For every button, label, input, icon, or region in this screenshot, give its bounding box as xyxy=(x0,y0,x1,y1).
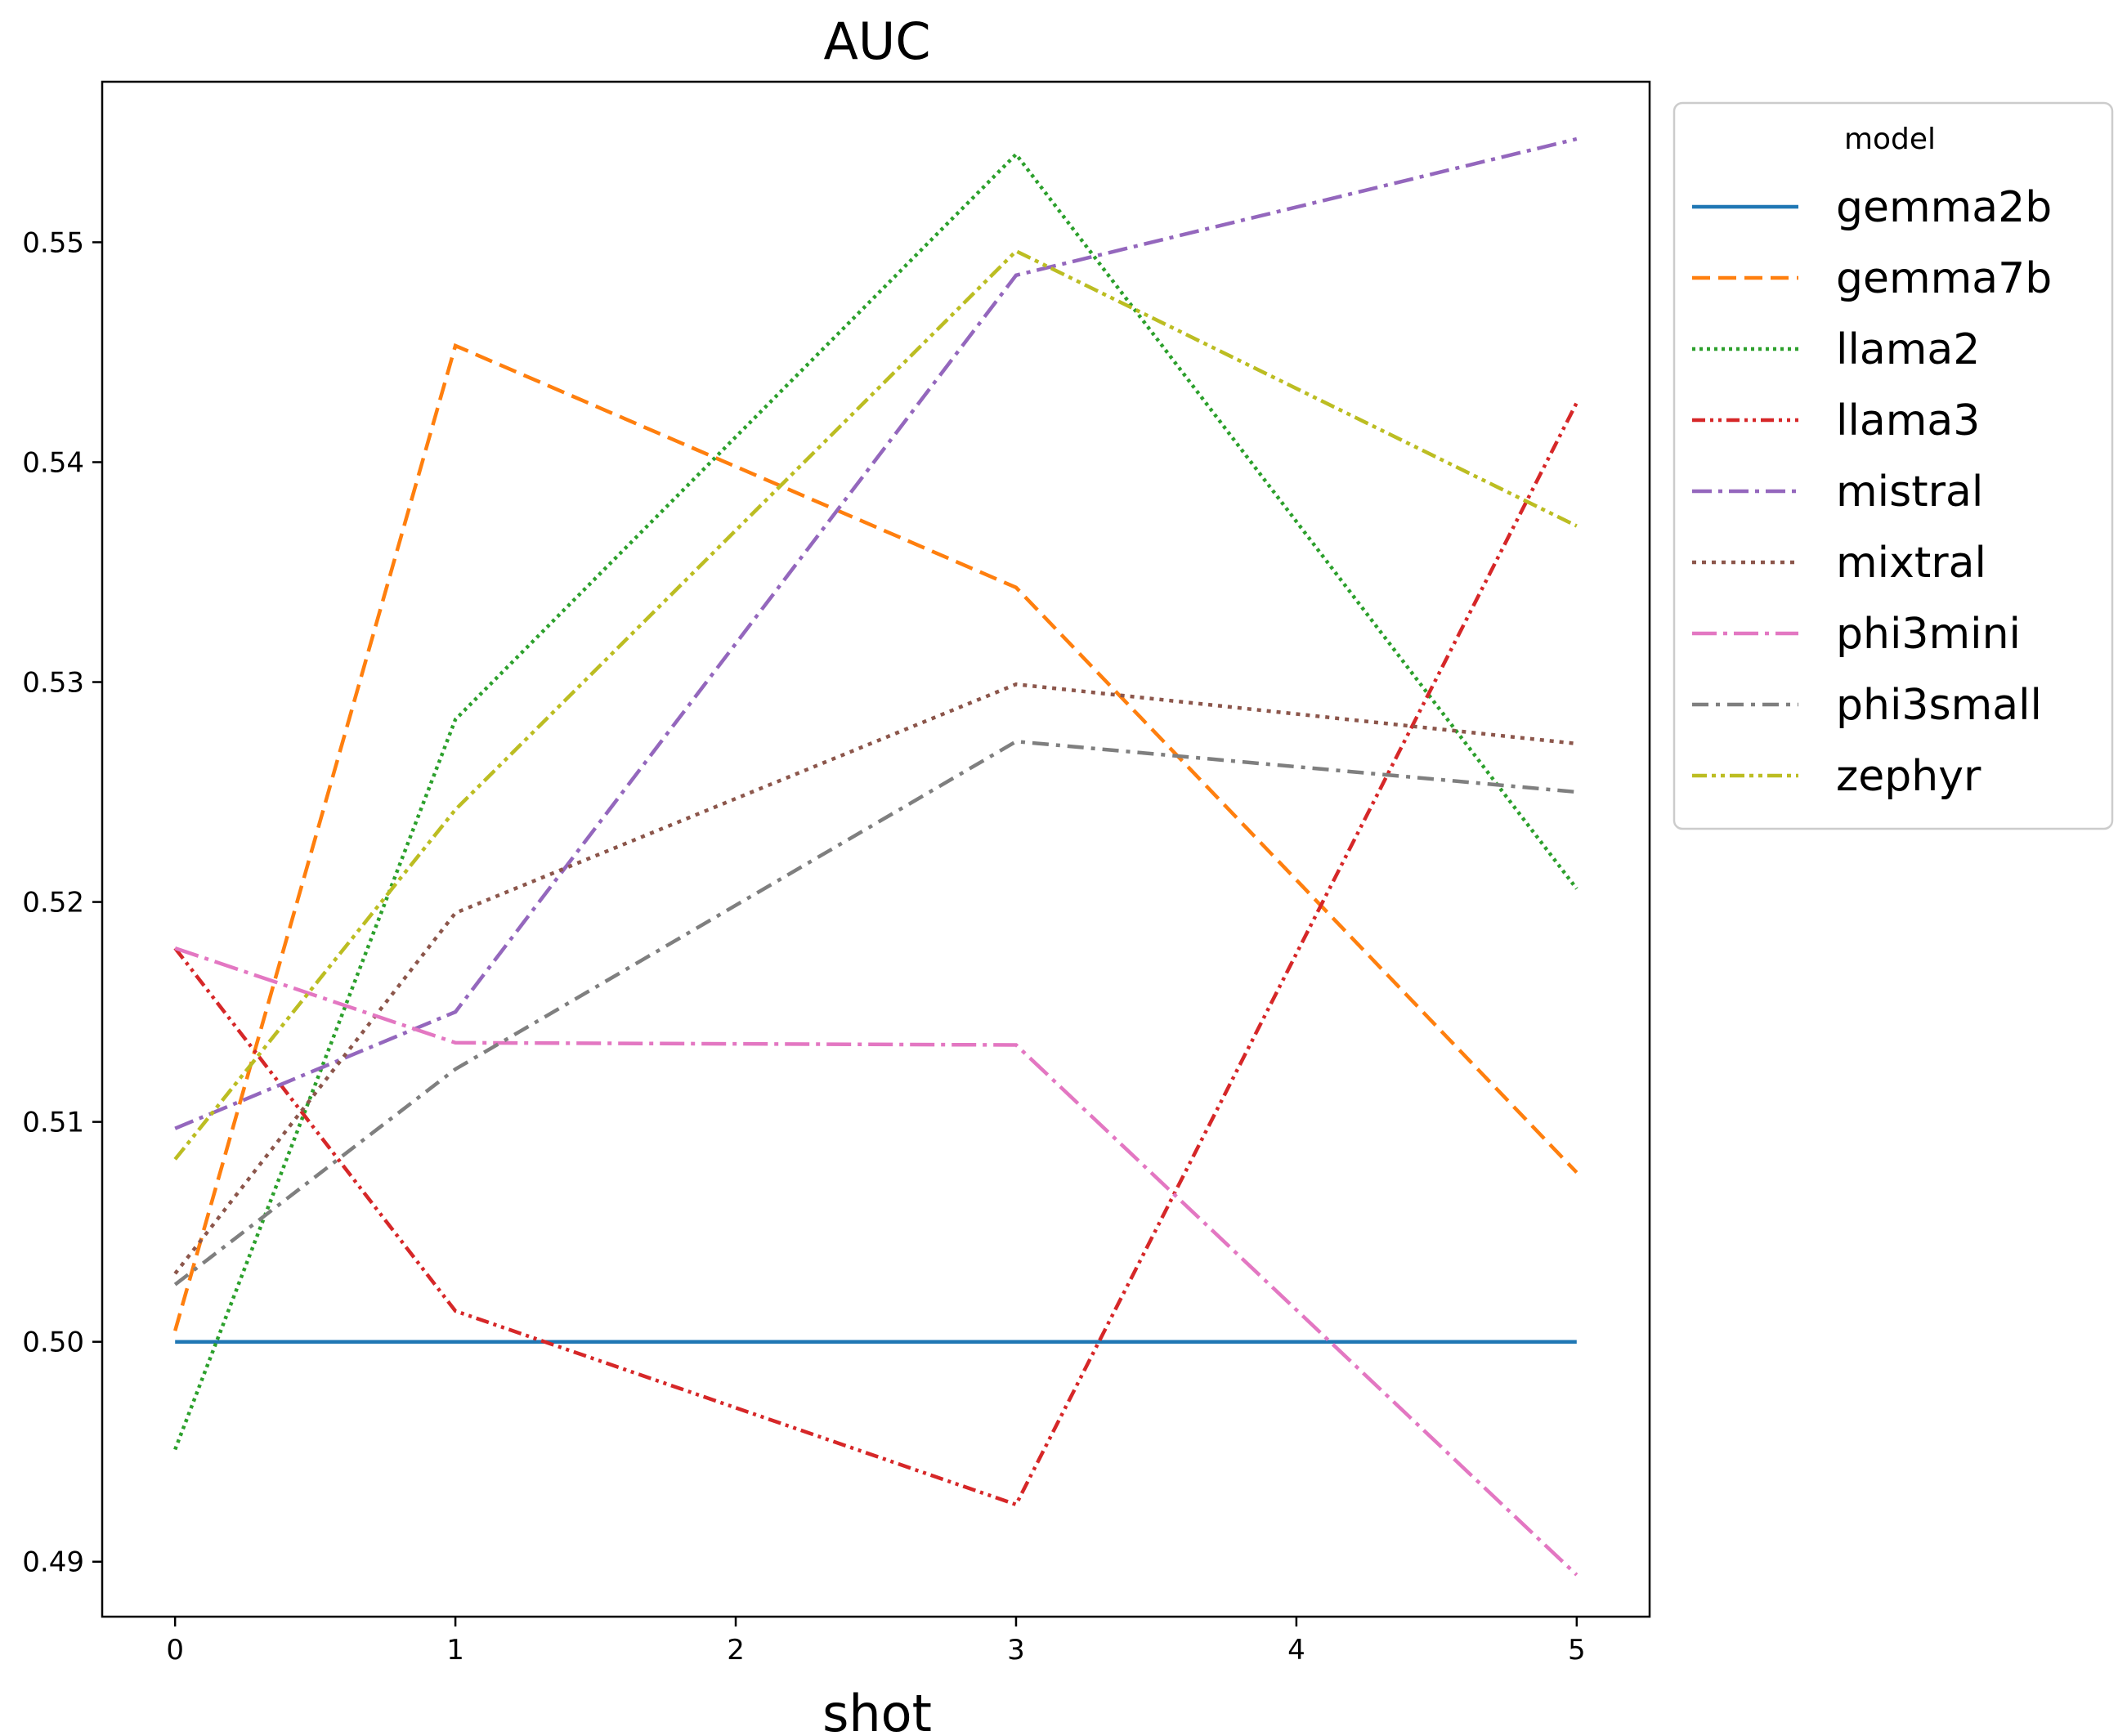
y-tick-label: 0.49 xyxy=(22,1546,84,1579)
legend-label-gemma7b: gemma7b xyxy=(1836,254,2052,303)
y-tick-label: 0.55 xyxy=(22,226,84,259)
plot-frame xyxy=(101,80,1651,1618)
legend-label-mistral: mistral xyxy=(1836,468,1983,517)
legend-label-llama3: llama3 xyxy=(1836,396,1980,445)
x-axis-ticks: 0 1 2 3 4 5 xyxy=(166,1617,1586,1667)
legend-label-mixtral: mixtral xyxy=(1836,539,1986,588)
series-line-mixtral xyxy=(173,682,1578,1275)
series-line-phi3mini xyxy=(174,946,1578,1577)
x-tick-label: 4 xyxy=(1287,1634,1305,1667)
legend-label-phi3mini: phi3mini xyxy=(1836,610,2021,659)
x-tick-label: 5 xyxy=(1568,1634,1586,1667)
series-line-llama2 xyxy=(173,151,1578,1451)
y-tick-label: 0.50 xyxy=(22,1327,84,1359)
legend: model gemma2b gemma7b llama2 llama3 mistral m… xyxy=(1672,101,2114,830)
y-tick-label: 0.51 xyxy=(22,1107,84,1139)
legend-title: model xyxy=(1844,123,1936,156)
legend-label-zephyr: zephyr xyxy=(1836,752,1981,801)
y-tick-label: 0.52 xyxy=(22,887,84,919)
y-axis-ticks: 0.49 0.50 0.51 0.52 0.53 0.54 0.55 xyxy=(22,226,102,1579)
series-line-gemma7b xyxy=(173,342,1578,1331)
legend-box xyxy=(1672,101,2114,830)
series-line-mistral xyxy=(174,136,1578,1130)
series-line-zephyr xyxy=(173,248,1578,1161)
x-tick-label: 2 xyxy=(727,1634,745,1667)
x-tick-label: 0 xyxy=(166,1634,184,1667)
x-tick-label: 3 xyxy=(1007,1634,1025,1667)
series-line-phi3small xyxy=(173,739,1578,1286)
legend-entries: gemma2b gemma7b llama2 llama3 mistral mixtral… xyxy=(1692,183,2052,801)
series-line-llama3 xyxy=(173,401,1578,1507)
legend-label-gemma2b: gemma2b xyxy=(1836,183,2052,232)
legend-label-llama2: llama2 xyxy=(1836,325,1980,374)
x-tick-label: 1 xyxy=(446,1634,464,1667)
legend-label-phi3small: phi3small xyxy=(1836,681,2042,730)
chart-title: AUC xyxy=(823,11,930,71)
y-tick-label: 0.53 xyxy=(22,667,84,700)
y-tick-label: 0.54 xyxy=(22,446,84,479)
plot-lines xyxy=(173,136,1578,1577)
x-axis-label: shot xyxy=(822,1684,932,1736)
